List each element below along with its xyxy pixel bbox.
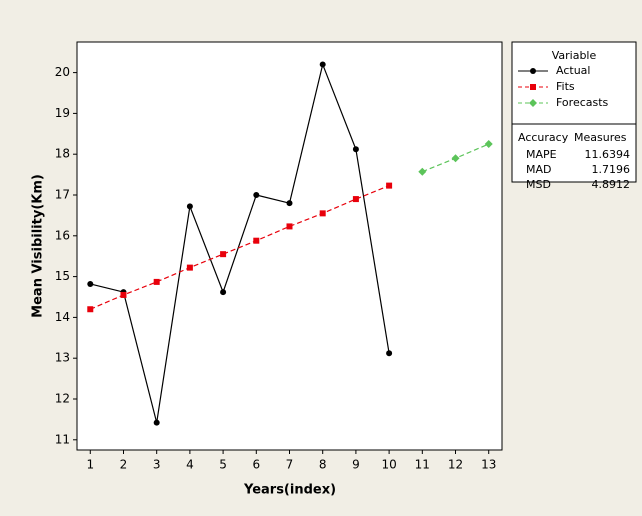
accuracy-title: Accuracy <box>518 131 569 144</box>
legend-marker <box>530 68 536 74</box>
legend-label: Forecasts <box>556 96 609 109</box>
marker <box>220 289 227 296</box>
legend: Variable <box>511 41 637 183</box>
accuracy-name: MAD <box>526 163 552 176</box>
x-tick-label: 2 <box>120 458 128 472</box>
series-line <box>90 185 390 310</box>
legend-label: Actual <box>556 64 590 77</box>
y-tick-label: 13 <box>55 351 70 365</box>
legend-marker <box>530 84 536 90</box>
x-tick-label: 8 <box>319 458 327 472</box>
marker <box>352 196 359 203</box>
y-tick-label: 16 <box>55 228 70 242</box>
accuracy-name: MAPE <box>526 148 557 161</box>
x-tick-label: 9 <box>352 458 360 472</box>
marker <box>418 167 427 176</box>
marker <box>319 210 326 217</box>
marker <box>186 264 193 271</box>
marker <box>87 280 94 287</box>
marker <box>451 154 460 163</box>
y-tick-label: 11 <box>55 432 70 446</box>
marker <box>220 251 227 258</box>
y-axis-label: Mean Visibility(Km) <box>31 174 46 318</box>
marker <box>286 223 293 230</box>
y-tick-label: 18 <box>55 147 70 161</box>
accuracy-value: 11.6394 <box>585 148 631 161</box>
x-tick-label: 1 <box>86 458 94 472</box>
marker <box>87 306 94 313</box>
y-tick-label: 17 <box>55 188 70 202</box>
y-tick-label: 19 <box>55 106 70 120</box>
marker <box>153 419 160 426</box>
legend-label: Fits <box>556 80 575 93</box>
x-tick-label: 11 <box>415 458 430 472</box>
plot-area <box>76 41 503 451</box>
marker <box>286 200 293 207</box>
accuracy-title: Measures <box>574 131 627 144</box>
marker <box>352 146 359 153</box>
x-tick-label: 5 <box>219 458 227 472</box>
accuracy-value: 4.8912 <box>592 178 631 191</box>
x-axis-label: Years(index) <box>243 483 336 498</box>
marker <box>386 350 393 357</box>
marker <box>319 61 326 68</box>
marker <box>253 237 260 244</box>
x-tick-label: 4 <box>186 458 194 472</box>
x-tick-label: 10 <box>381 458 396 472</box>
x-tick-label: 12 <box>448 458 463 472</box>
accuracy-box <box>511 123 637 183</box>
marker <box>484 140 493 148</box>
marker <box>253 192 260 198</box>
legend-title: Variable <box>552 49 597 62</box>
y-tick-label: 20 <box>55 65 70 79</box>
marker <box>386 182 393 189</box>
series-line <box>90 62 390 423</box>
accuracy-name: MSD <box>526 178 551 191</box>
marker <box>186 203 193 210</box>
x-tick-label: 3 <box>153 458 161 472</box>
x-tick-label: 6 <box>252 458 260 472</box>
y-tick-label: 15 <box>55 269 70 283</box>
y-tick-label: 12 <box>55 392 70 406</box>
x-tick-label: 7 <box>286 458 294 472</box>
marker <box>120 291 127 298</box>
accuracy-value: 1.7196 <box>592 163 631 176</box>
legend-marker <box>529 99 537 107</box>
x-tick-label: 13 <box>481 458 496 472</box>
y-tick-label: 14 <box>55 310 70 324</box>
marker <box>153 278 160 285</box>
